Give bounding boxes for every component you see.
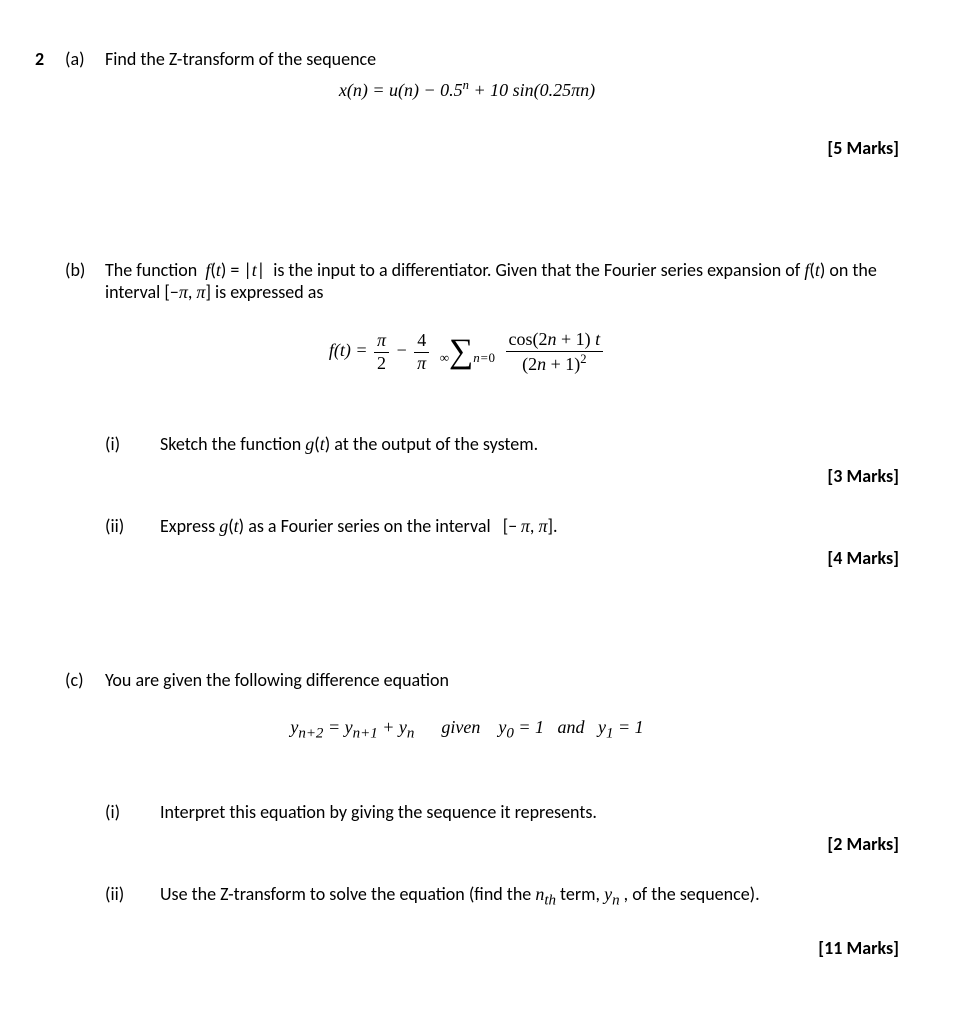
part-c-label: (c) xyxy=(65,669,105,691)
part-c-i-text: Interpret this equation by giving the se… xyxy=(160,801,899,823)
part-a-content: Find the Z-transform of the sequence xyxy=(105,48,899,70)
part-a-label: (a) xyxy=(65,48,105,70)
part-c-ii-text: Use the Z-transform to solve the equatio… xyxy=(160,883,899,910)
part-c-i-label: (i) xyxy=(105,801,160,823)
part-c-i-row: (i) Interpret this equation by giving th… xyxy=(105,801,899,823)
part-b-ii-marks: [4 Marks] xyxy=(35,547,899,569)
part-b-i-marks: [3 Marks] xyxy=(35,465,899,487)
part-a-marks: [5 Marks] xyxy=(35,137,899,159)
part-c-equation: yn+2 = yn+1 + yn given y0 = 1 and y1 = 1 xyxy=(35,717,899,743)
part-b-equation: f(t) = π2 − 4π ∞∑n=0 cos(2n + 1) t(2n + … xyxy=(35,329,899,375)
part-a-equation: x(n) = u(n) − 0.5n + 10 sin(0.25πn) xyxy=(35,78,899,101)
part-a-row: 2 (a) Find the Z-transform of the sequen… xyxy=(35,48,899,70)
part-b-label: (b) xyxy=(65,259,105,281)
part-c-ii-marks: [11 Marks] xyxy=(35,937,899,959)
part-a-prompt: Find the Z-transform of the sequence xyxy=(105,48,376,70)
part-c-intro: You are given the following difference e… xyxy=(105,669,899,691)
part-b-i-label: (i) xyxy=(105,433,160,455)
exam-page: 2 (a) Find the Z-transform of the sequen… xyxy=(0,0,969,1024)
part-c-row: (c) You are given the following differen… xyxy=(35,669,899,691)
part-b-intro: The function f(t) = |t| is the input to … xyxy=(105,259,899,303)
part-c-ii-label: (ii) xyxy=(105,883,160,905)
question-number: 2 xyxy=(35,48,65,70)
part-b-ii-label: (ii) xyxy=(105,515,160,537)
part-b-ii-text: Express g(t) as a Fourier series on the … xyxy=(160,515,899,537)
part-b-ii-row: (ii) Express g(t) as a Fourier series on… xyxy=(105,515,899,537)
part-b-i-row: (i) Sketch the function g(t) at the outp… xyxy=(105,433,899,455)
part-c-ii-row: (ii) Use the Z-transform to solve the eq… xyxy=(105,883,899,910)
part-b-i-text: Sketch the function g(t) at the output o… xyxy=(160,433,899,455)
part-b-row: (b) The function f(t) = |t| is the input… xyxy=(35,259,899,303)
part-c-i-marks: [2 Marks] xyxy=(35,833,899,855)
